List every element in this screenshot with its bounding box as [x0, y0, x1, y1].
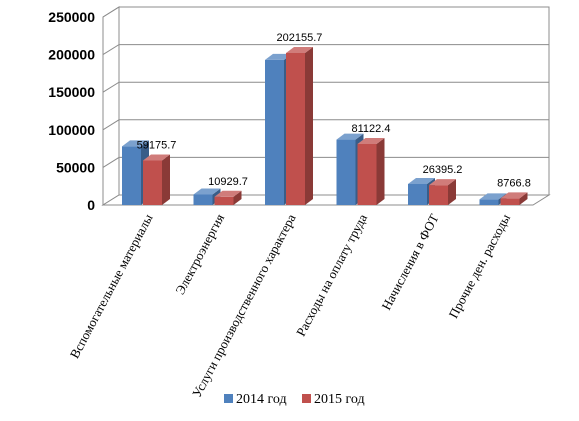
category-label: Электроэнергия: [172, 211, 227, 297]
y-tick-label: 100000: [48, 122, 95, 138]
category-label: Прочие ден. расходы: [446, 211, 514, 320]
gridline: [102, 156, 549, 168]
y-axis-ticks: 0 50000 100000 150000 200000 250000: [48, 9, 95, 213]
legend-swatch: [302, 394, 311, 403]
category-label: Расходы на оплату труда: [293, 211, 370, 338]
bar-2015: [500, 192, 528, 205]
data-label: 10929.7: [208, 176, 248, 188]
y-tick-label: 0: [87, 197, 95, 213]
data-label: 81122.4: [352, 123, 391, 135]
data-label: 26395.2: [423, 164, 463, 176]
bar-2015: [214, 190, 242, 205]
y-tick-label: 250000: [48, 9, 95, 25]
data-labels: 59175.7 10929.7 202155.7 81122.4 26395.2 8766…: [137, 32, 531, 189]
bar-2015: [286, 46, 313, 205]
bar-2015: [429, 179, 456, 205]
bars: [122, 46, 528, 205]
data-label: 202155.7: [277, 32, 323, 44]
data-label: 8766.8: [497, 177, 531, 189]
category-label: Начисления в ФОТ: [378, 211, 441, 312]
gridline: [102, 81, 549, 93]
gridlines: [102, 6, 549, 168]
bar-2015: [143, 154, 170, 205]
gridline: [102, 6, 549, 18]
y-tick-label: 50000: [56, 159, 95, 175]
category-labels: Вспомогательные материалы ЭлектроэнергияУ…: [67, 211, 514, 400]
legend-swatch: [224, 394, 233, 403]
legend: 2014 год 2015 год: [224, 392, 365, 407]
bar-2015: [357, 137, 385, 205]
y-tick-label: 200000: [48, 47, 95, 63]
side-wall: [102, 6, 120, 206]
back-wall: [119, 6, 550, 196]
category-label: Вспомогательные материалы: [67, 211, 156, 361]
y-tick-label: 150000: [48, 84, 95, 100]
gridline: [102, 44, 549, 56]
legend-label: 2015 год: [314, 392, 365, 407]
gridline: [102, 119, 549, 131]
legend-label: 2014 год: [236, 392, 287, 407]
data-label: 59175.7: [137, 139, 177, 151]
